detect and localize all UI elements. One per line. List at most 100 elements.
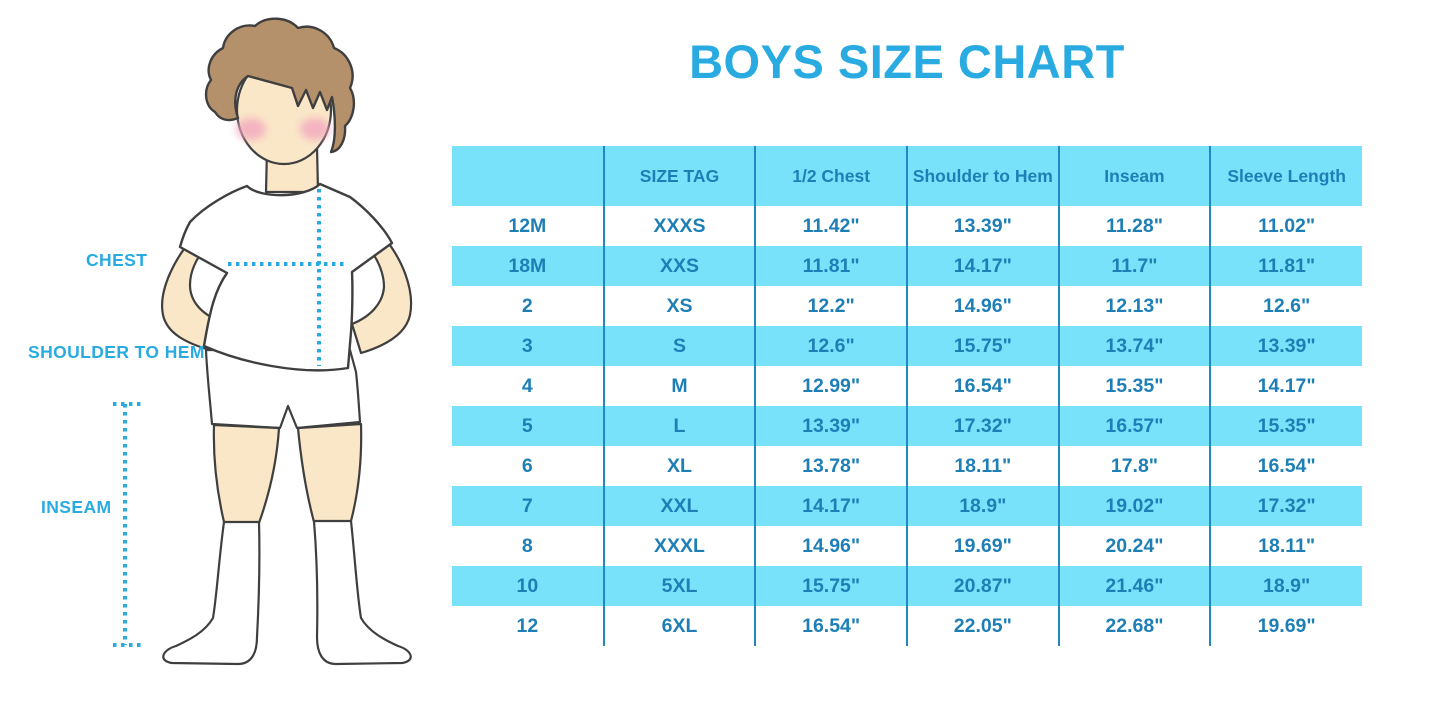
size-cell: 8 xyxy=(452,526,604,566)
value-cell: 14.17" xyxy=(754,486,907,526)
size-chart-panel: BOYS SIZE CHART SIZE TAG 1/2 Chest Shoulde… xyxy=(452,0,1362,723)
size-table: SIZE TAG 1/2 Chest Shoulder to Hem Inseam Sl… xyxy=(452,146,1362,646)
value-cell: 11.02" xyxy=(1209,206,1362,246)
value-cell: 13.78" xyxy=(754,446,907,486)
blush-cheeks xyxy=(236,118,330,140)
value-cell: 15.75" xyxy=(754,566,907,606)
column-header xyxy=(452,146,604,206)
value-cell: 20.87" xyxy=(905,566,1059,606)
table-row: 5 L 13.39" 17.32" 16.57" 15.35" xyxy=(452,406,1362,446)
value-cell: 18.11" xyxy=(905,446,1059,486)
size-table-header: SIZE TAG 1/2 Chest Shoulder to Hem Inseam Sl… xyxy=(452,146,1362,206)
table-row: 6 XL 13.78" 18.11" 17.8" 16.54" xyxy=(452,446,1362,486)
value-cell: XL xyxy=(602,446,756,486)
table-row: 7 XXL 14.17" 18.9" 19.02" 17.32" xyxy=(452,486,1362,526)
size-cell: 3 xyxy=(452,326,604,366)
chest-label: CHEST xyxy=(86,250,148,270)
measure-guides xyxy=(113,189,347,647)
value-cell: 12.13" xyxy=(1057,286,1211,326)
value-cell: 11.28" xyxy=(1057,206,1211,246)
value-cell: 11.81" xyxy=(754,246,907,286)
value-cell: M xyxy=(602,366,756,406)
value-cell: 16.54" xyxy=(1209,446,1362,486)
measurement-figure: CHEST SHOULDER TO HEM INSEAM xyxy=(0,0,450,723)
size-table-body: 12M XXXS 11.42" 13.39" 11.28" 11.02" 18M XXS 11.… xyxy=(452,206,1362,646)
value-cell: 16.57" xyxy=(1057,406,1211,446)
table-row: 18M XXS 11.81" 14.17" 11.7" 11.81" xyxy=(452,246,1362,286)
value-cell: 13.39" xyxy=(754,406,907,446)
value-cell: 13.39" xyxy=(1209,326,1362,366)
left-sock xyxy=(162,520,261,666)
value-cell: S xyxy=(602,326,756,366)
table-row: 10 5XL 15.75" 20.87" 21.46" 18.9" xyxy=(452,566,1362,606)
value-cell: 6XL xyxy=(602,606,756,646)
value-cell: 14.96" xyxy=(905,286,1059,326)
value-cell: 11.81" xyxy=(1209,246,1362,286)
value-cell: 17.32" xyxy=(1209,486,1362,526)
value-cell: 14.17" xyxy=(905,246,1059,286)
value-cell: 18.9" xyxy=(1209,566,1362,606)
value-cell: 12.2" xyxy=(754,286,907,326)
value-cell: 12.6" xyxy=(754,326,907,366)
value-cell: 21.46" xyxy=(1057,566,1211,606)
header-row: SIZE TAG 1/2 Chest Shoulder to Hem Inseam Sl… xyxy=(452,146,1362,206)
tshirt xyxy=(178,182,394,372)
value-cell: L xyxy=(602,406,756,446)
value-cell: XS xyxy=(602,286,756,326)
value-cell: 15.35" xyxy=(1057,366,1211,406)
value-cell: XXL xyxy=(602,486,756,526)
value-cell: 20.24" xyxy=(1057,526,1211,566)
size-cell: 10 xyxy=(452,566,604,606)
size-cell: 7 xyxy=(452,486,604,526)
right-leg xyxy=(296,422,363,524)
inseam-label: INSEAM xyxy=(41,497,112,517)
value-cell: XXS xyxy=(602,246,756,286)
value-cell: 17.8" xyxy=(1057,446,1211,486)
column-header: Shoulder to Hem xyxy=(905,146,1059,206)
value-cell: 18.9" xyxy=(905,486,1059,526)
shoulder-to-hem-label: SHOULDER TO HEM xyxy=(28,342,205,362)
value-cell: 11.42" xyxy=(754,206,907,246)
value-cell: 19.69" xyxy=(905,526,1059,566)
column-header: 1/2 Chest xyxy=(754,146,907,206)
value-cell: 15.35" xyxy=(1209,406,1362,446)
size-cell: 12M xyxy=(452,206,604,246)
right-arm xyxy=(350,233,413,355)
size-cell: 18M xyxy=(452,246,604,286)
size-cell: 12 xyxy=(452,606,604,646)
value-cell: 22.05" xyxy=(905,606,1059,646)
table-row: 2 XS 12.2" 14.96" 12.13" 12.6" xyxy=(452,286,1362,326)
page-title: BOYS SIZE CHART xyxy=(689,35,1125,88)
table-row: 8 XXXL 14.96" 19.69" 20.24" 18.11" xyxy=(452,526,1362,566)
value-cell: 16.54" xyxy=(754,606,907,646)
hair xyxy=(204,17,356,154)
table-row: 12 6XL 16.54" 22.05" 22.68" 19.69" xyxy=(452,606,1362,646)
size-cell: 4 xyxy=(452,366,604,406)
size-cell: 2 xyxy=(452,286,604,326)
value-cell: 5XL xyxy=(602,566,756,606)
value-cell: 11.7" xyxy=(1057,246,1211,286)
column-header: SIZE TAG xyxy=(602,146,756,206)
value-cell: 15.75" xyxy=(905,326,1059,366)
boy-illustration xyxy=(113,17,413,666)
left-leg xyxy=(212,423,281,525)
value-cell: 12.6" xyxy=(1209,286,1362,326)
column-header: Inseam xyxy=(1057,146,1211,206)
value-cell: 14.17" xyxy=(1209,366,1362,406)
table-row: 12M XXXS 11.42" 13.39" 11.28" 11.02" xyxy=(452,206,1362,246)
size-cell: 5 xyxy=(452,406,604,446)
value-cell: 17.32" xyxy=(905,406,1059,446)
value-cell: 13.39" xyxy=(905,206,1059,246)
size-cell: 6 xyxy=(452,446,604,486)
value-cell: 16.54" xyxy=(905,366,1059,406)
value-cell: 13.74" xyxy=(1057,326,1211,366)
column-header: Sleeve Length xyxy=(1209,146,1362,206)
table-row: 3 S 12.6" 15.75" 13.74" 13.39" xyxy=(452,326,1362,366)
value-cell: 19.02" xyxy=(1057,486,1211,526)
value-cell: XXXS xyxy=(602,206,756,246)
value-cell: 12.99" xyxy=(754,366,907,406)
value-cell: 22.68" xyxy=(1057,606,1211,646)
right-sock xyxy=(312,519,412,666)
value-cell: XXXL xyxy=(602,526,756,566)
